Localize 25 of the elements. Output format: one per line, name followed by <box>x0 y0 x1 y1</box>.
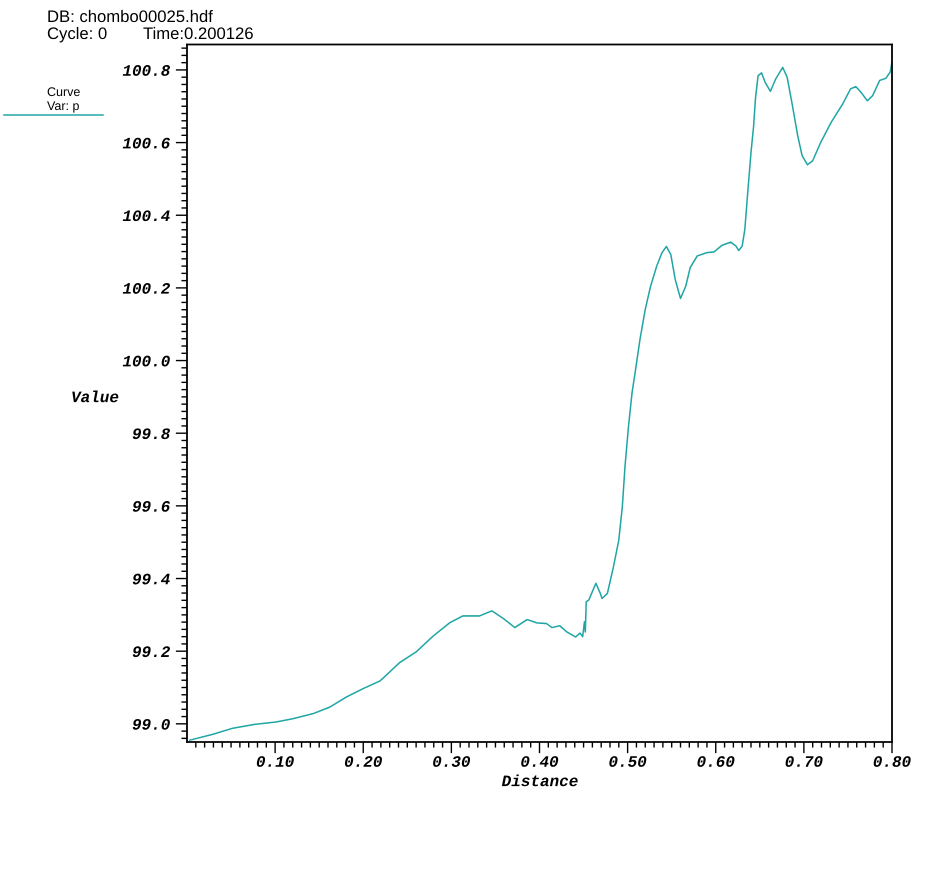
x-tick-label: 0.80 <box>874 756 911 767</box>
x-axis-title: Distance <box>502 774 578 786</box>
y-tick-label: 99.0 <box>132 718 170 730</box>
y-tick-label: 99.6 <box>132 500 170 512</box>
y-tick-label: 99.4 <box>132 574 170 584</box>
x-tick-label: 0.30 <box>433 756 470 767</box>
y-tick-label: 100.6 <box>122 138 170 149</box>
text: Time:0.200126 <box>143 26 253 40</box>
x-tick-label: 0.60 <box>697 756 734 767</box>
x-tick-label: 0.70 <box>786 756 823 767</box>
x-tick-label: 0.40 <box>521 756 558 767</box>
x-tick-label: 0.20 <box>344 756 382 767</box>
y-tick-label: 100.2 <box>122 283 170 294</box>
y-tick-label: 100.4 <box>122 210 170 222</box>
text: Var: p <box>47 101 79 113</box>
x-tick-label: 0.10 <box>256 756 294 767</box>
chart-title: DB: chombo00025.hdf <box>48 10 213 22</box>
y-tick-label: 100.0 <box>122 356 170 366</box>
y-axis-title: Value <box>72 390 118 402</box>
y-tick-label: 99.2 <box>132 646 170 658</box>
x-tick-label: 0.50 <box>609 756 646 767</box>
y-tick-label: 99.8 <box>132 428 170 440</box>
text: Cycle: 0 <box>48 26 107 42</box>
y-tick-label: 100.8 <box>122 65 170 76</box>
legend-title: Curve <box>48 87 80 96</box>
